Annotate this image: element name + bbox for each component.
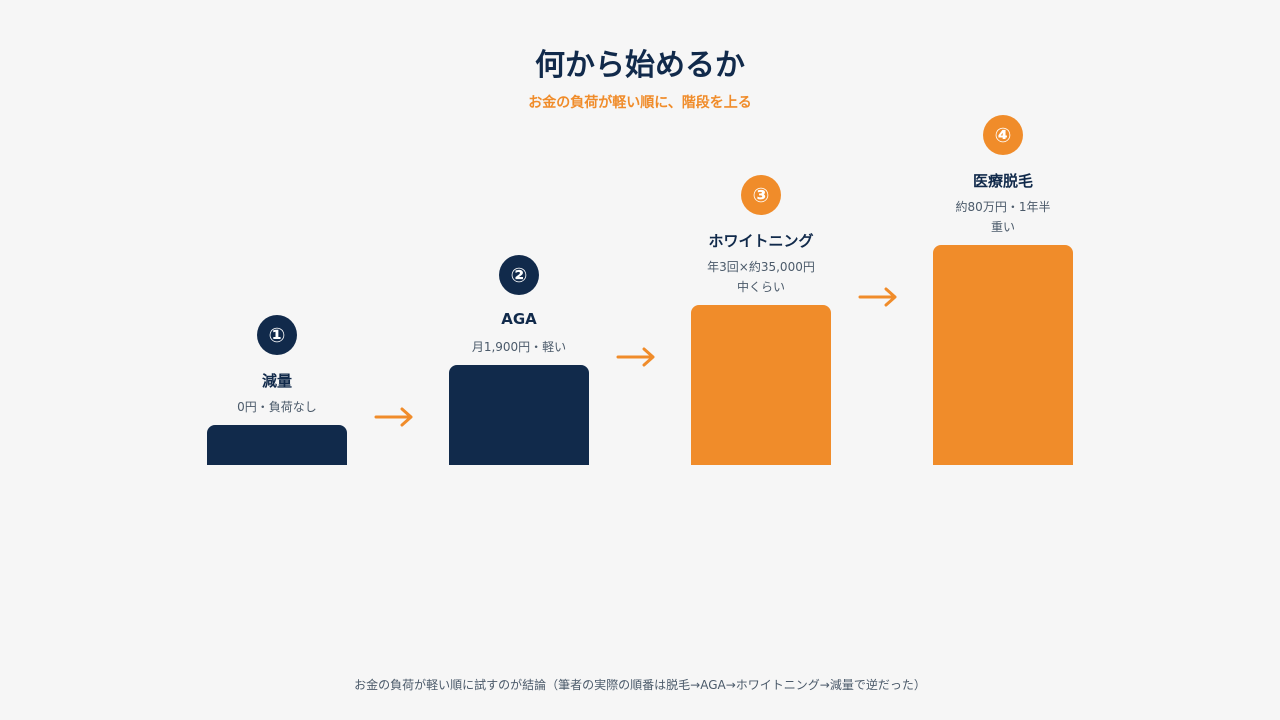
step-label: ホワイトニング — [708, 232, 814, 250]
page-subtitle: お金の負荷が軽い順に、階段を上る — [528, 95, 752, 111]
arrow-right-icon — [616, 347, 655, 367]
step-bar — [691, 305, 831, 465]
step-detail: 月1,900円・軽い — [471, 340, 567, 354]
step-number-badge: ③ — [741, 175, 781, 215]
step-number-badge: ④ — [983, 115, 1023, 155]
step-number-badge: ② — [499, 255, 539, 295]
arrow-right-icon — [858, 287, 897, 307]
arrow-right-icon — [374, 407, 413, 427]
step-label: AGA — [501, 310, 537, 328]
step-bar — [933, 245, 1073, 465]
step-bar — [207, 425, 347, 465]
step-bar — [449, 365, 589, 465]
step-label: 医療脱毛 — [972, 172, 1033, 190]
step-detail: 0円・負荷なし — [237, 400, 317, 414]
footnote: お金の負荷が軽い順に試すのが結論（筆者の実際の順番は脱毛→AGA→ホワイトニング… — [354, 678, 926, 692]
step-number-badge: ① — [257, 315, 297, 355]
page-title: 何から始めるか — [535, 48, 745, 83]
step-label: 減量 — [261, 372, 292, 390]
step-detail: 年3回×約35,000円 中くらい — [707, 260, 815, 294]
step-detail: 約80万円・1年半 重い — [955, 200, 1051, 234]
